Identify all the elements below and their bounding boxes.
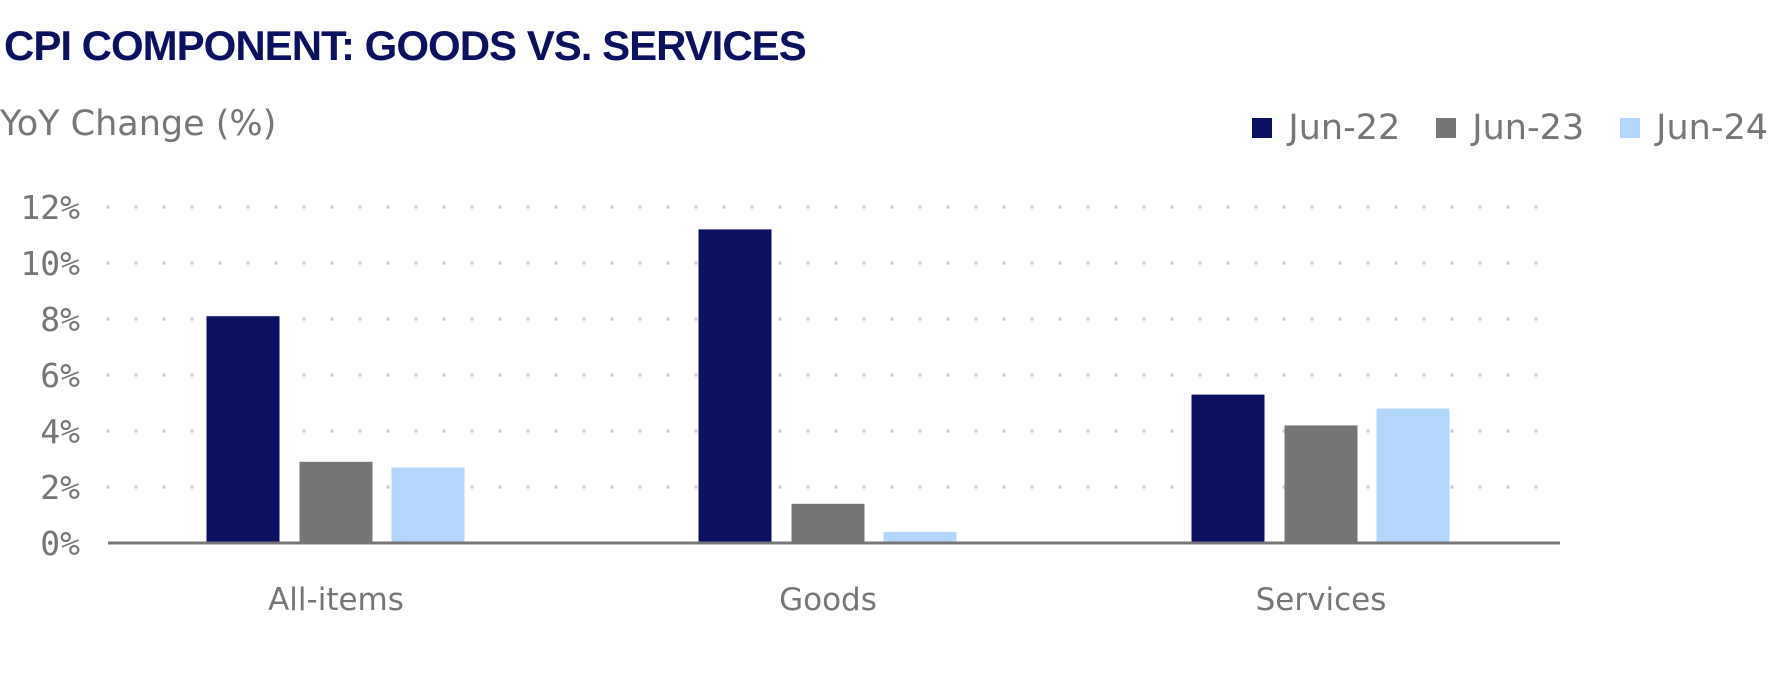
legend-item-jun-24: Jun-24	[1620, 108, 1768, 148]
y-tick-label: 8%	[40, 300, 80, 339]
legend-item-jun-22: Jun-22	[1252, 108, 1400, 148]
legend: Jun-22 Jun-23 Jun-24	[1252, 108, 1768, 148]
y-tick-label: 12%	[20, 188, 80, 227]
bar-services-jun-22	[1191, 394, 1265, 543]
bar-all-items-jun-23	[299, 461, 373, 543]
legend-swatch-jun-24	[1620, 118, 1641, 138]
x-category-label: All-items	[268, 582, 404, 618]
legend-swatch-jun-22	[1252, 118, 1273, 138]
y-tick-label: 0%	[40, 524, 80, 563]
bar-all-items-jun-24	[391, 467, 465, 543]
chart-title: CPI COMPONENT: GOODS VS. SERVICES	[4, 22, 807, 69]
bar-all-items-jun-22	[206, 316, 280, 543]
legend-label-jun-23: Jun-23	[1472, 108, 1585, 148]
legend-label-jun-22: Jun-22	[1288, 108, 1401, 148]
y-axis-ticks: 0% 2% 4% 6% 8% 10% 12%	[20, 188, 80, 563]
bar-services-jun-23	[1284, 425, 1358, 543]
bar-services-jun-24	[1376, 408, 1450, 543]
legend-label-jun-24: Jun-24	[1656, 108, 1768, 148]
y-axis-label: YoY Change (%)	[0, 104, 277, 144]
bars	[206, 229, 1450, 543]
bar-goods-jun-24	[883, 531, 957, 543]
y-tick-label: 6%	[40, 356, 80, 395]
y-tick-label: 10%	[20, 244, 80, 283]
bar-goods-jun-22	[698, 229, 772, 543]
bar-goods-jun-23	[791, 503, 865, 543]
legend-item-jun-23: Jun-23	[1436, 108, 1584, 148]
x-axis-categories: All-items Goods Services	[268, 582, 1386, 618]
x-category-label: Goods	[779, 582, 877, 618]
y-tick-label: 4%	[40, 412, 80, 451]
x-category-label: Services	[1256, 582, 1387, 618]
y-tick-label: 2%	[40, 468, 80, 507]
legend-swatch-jun-23	[1436, 118, 1457, 138]
